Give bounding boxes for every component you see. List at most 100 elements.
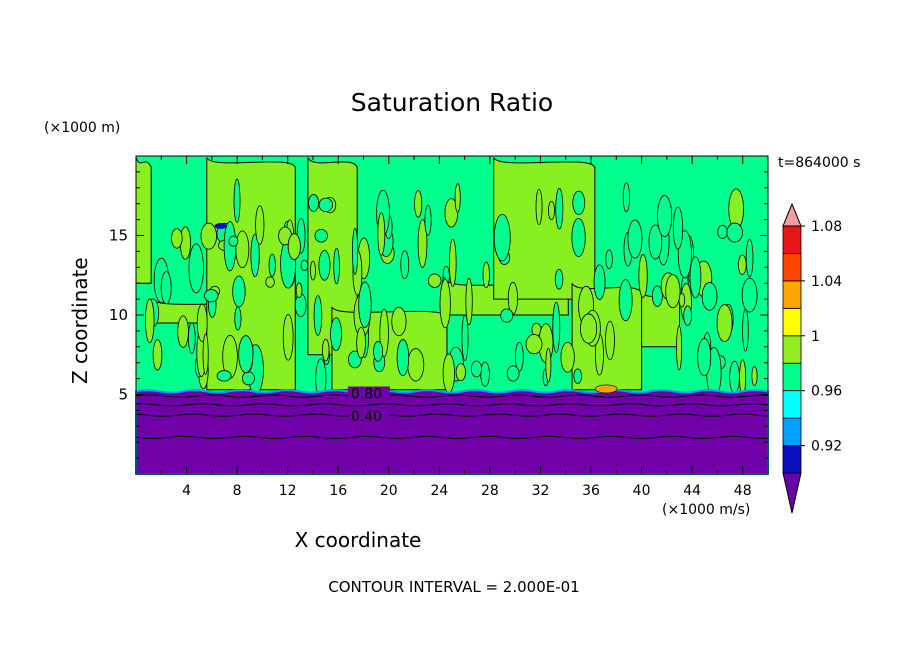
contour-patch xyxy=(234,306,242,331)
above-one-region xyxy=(493,157,596,300)
contour-patch xyxy=(160,271,172,305)
contour-patch xyxy=(493,213,511,262)
contour-patch xyxy=(444,198,459,228)
contour-patch xyxy=(627,219,643,259)
colorbar-high-triangle xyxy=(782,202,802,227)
contour-patch xyxy=(548,200,555,221)
contour-patch xyxy=(313,295,323,336)
contour-patch xyxy=(171,228,183,249)
x-tick-label: 44 xyxy=(683,483,701,499)
contour-label-bg xyxy=(347,408,390,423)
contour-patch xyxy=(676,325,683,371)
contour-patch xyxy=(535,188,543,226)
contour-patch xyxy=(729,360,740,394)
contour-patch xyxy=(573,368,583,384)
contour-patch xyxy=(657,195,673,238)
contour-patch xyxy=(580,313,598,344)
contour-patch xyxy=(314,228,328,243)
contour-patch xyxy=(716,304,733,343)
y-tick-label: 5 xyxy=(118,386,128,404)
above-one-region xyxy=(135,157,152,284)
contour-patch xyxy=(717,224,728,239)
contour-patch xyxy=(333,247,340,285)
contour-patch xyxy=(216,370,232,382)
contour-patch xyxy=(638,254,648,298)
x-tick-label: 40 xyxy=(633,483,651,499)
contour-patch xyxy=(318,197,334,213)
contour-patch xyxy=(672,206,684,250)
contour-patch xyxy=(618,279,633,322)
x-unit-label: (×1000 m/s) xyxy=(662,502,751,518)
contour-patch xyxy=(726,222,743,243)
contour-patch xyxy=(233,178,241,224)
contour-patch xyxy=(250,233,260,277)
above-one-region xyxy=(331,306,448,391)
x-tick-label: 24 xyxy=(430,483,448,499)
chart-title: Saturation Ratio xyxy=(350,88,554,117)
time-label: t=864000 s xyxy=(778,155,861,171)
contour-label: 0.80 xyxy=(351,387,382,403)
x-tick-label: 32 xyxy=(532,483,550,499)
contour-line xyxy=(135,435,769,440)
x-tick-label: 28 xyxy=(481,483,499,499)
contour-patch xyxy=(200,222,217,250)
colorbar-label: 0.96 xyxy=(811,384,842,400)
contour-patch xyxy=(449,238,457,287)
x-tick-label: 12 xyxy=(279,483,297,499)
contour-line xyxy=(135,403,769,407)
colorbar-low-triangle xyxy=(782,472,802,514)
contour-patch xyxy=(545,347,552,383)
contour-patch xyxy=(282,313,294,361)
contour-patch xyxy=(500,308,514,323)
contour-interval-footer: CONTOUR INTERVAL = 2.000E-01 xyxy=(328,578,580,596)
contour-patch xyxy=(188,243,204,294)
z-unit-label: (×1000 m) xyxy=(44,120,121,136)
contour-patch xyxy=(572,190,586,215)
contour-patch xyxy=(204,289,219,303)
contour-patch xyxy=(255,205,265,245)
x-tick-label: 8 xyxy=(233,483,242,499)
x-tick-label: 4 xyxy=(182,483,191,499)
colorbar-box xyxy=(782,307,802,337)
contour-patch xyxy=(482,261,490,289)
contour-patch xyxy=(651,285,663,307)
contour-patch xyxy=(554,268,564,290)
contour-patch xyxy=(439,278,451,329)
colorbar-box xyxy=(782,280,802,309)
contour-patch xyxy=(417,219,428,268)
x-tick-label: 48 xyxy=(734,483,752,499)
colorbar-box xyxy=(782,445,802,474)
supersaturation-spot xyxy=(594,384,618,394)
contour-patch xyxy=(648,224,663,260)
x-tick-label: 16 xyxy=(329,483,347,499)
contour-patch xyxy=(622,182,630,213)
dry-layer xyxy=(135,389,769,475)
contour-patch xyxy=(242,371,255,386)
contour-patch xyxy=(414,190,423,218)
colorbar-box xyxy=(782,417,802,446)
contour-patch xyxy=(295,282,303,299)
contour-patch xyxy=(506,365,520,382)
colorbar-box xyxy=(782,335,802,364)
contour-patch xyxy=(188,322,196,354)
x-tick-label: 20 xyxy=(380,483,398,499)
contour-patch xyxy=(605,249,613,270)
colorbar-box xyxy=(782,253,802,282)
contour-patch xyxy=(461,314,469,361)
contour-patch xyxy=(202,333,209,375)
contour-patch xyxy=(196,303,208,342)
colorbar-box xyxy=(782,362,802,392)
contour-patch xyxy=(465,277,473,326)
contour-line xyxy=(135,394,769,398)
contour-patch xyxy=(454,183,461,213)
contour-patch xyxy=(396,339,410,377)
contour-patch xyxy=(555,187,564,230)
contour-patch xyxy=(665,274,681,309)
contour-patch xyxy=(571,217,586,257)
contour-patch xyxy=(310,260,316,281)
colorbar-label: 1.04 xyxy=(811,274,842,290)
contour-patch xyxy=(697,338,712,377)
contour-patch xyxy=(424,204,432,236)
contour-patch xyxy=(742,308,749,352)
